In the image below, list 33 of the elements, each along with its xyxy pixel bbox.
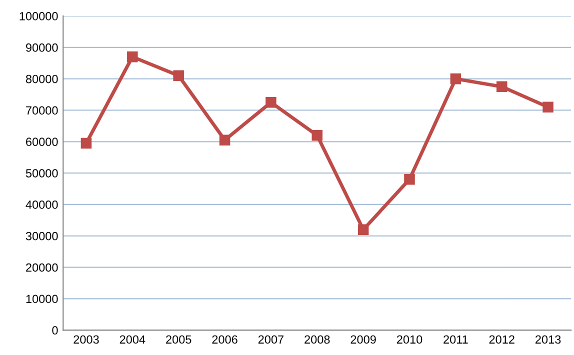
- y-tick-label: 0: [52, 326, 58, 335]
- y-tick-label: 40000: [26, 200, 58, 209]
- x-tick-label: 2013: [536, 335, 561, 344]
- point: [450, 73, 462, 84]
- y-tick-label: 60000: [26, 138, 58, 146]
- x-tick-label: 2012: [489, 335, 514, 344]
- x-tick-label: 2003: [74, 335, 99, 344]
- point: [219, 134, 230, 146]
- y-tick-label: 50000: [26, 169, 58, 178]
- point: [173, 70, 184, 82]
- x-tick-label: 2008: [304, 335, 330, 344]
- point: [266, 96, 276, 108]
- y-tick-label: 100000: [20, 12, 58, 20]
- x-tick-label: 2009: [350, 335, 376, 344]
- x-tick-label: 2004: [120, 335, 146, 344]
- point: [358, 224, 369, 235]
- x-tick-label: 2011: [444, 335, 468, 344]
- y-tick-label: 20000: [26, 263, 58, 272]
- y-tick-label: 90000: [26, 43, 58, 52]
- y-tick-label: 80000: [26, 74, 58, 84]
- point: [127, 51, 138, 62]
- x-tick-label: 2010: [396, 335, 422, 344]
- y-tick-label: 30000: [26, 232, 58, 240]
- point: [80, 138, 92, 149]
- x-tick-label: 2005: [166, 335, 192, 344]
- point: [312, 130, 323, 141]
- x-tick-label: 2007: [258, 335, 284, 344]
- point: [404, 174, 415, 185]
- point: [542, 102, 554, 112]
- point: [496, 81, 508, 92]
- y-tick-label: 10000: [26, 294, 58, 304]
- y-tick-label: 70000: [26, 106, 58, 115]
- x-tick-label: 2006: [212, 335, 238, 344]
